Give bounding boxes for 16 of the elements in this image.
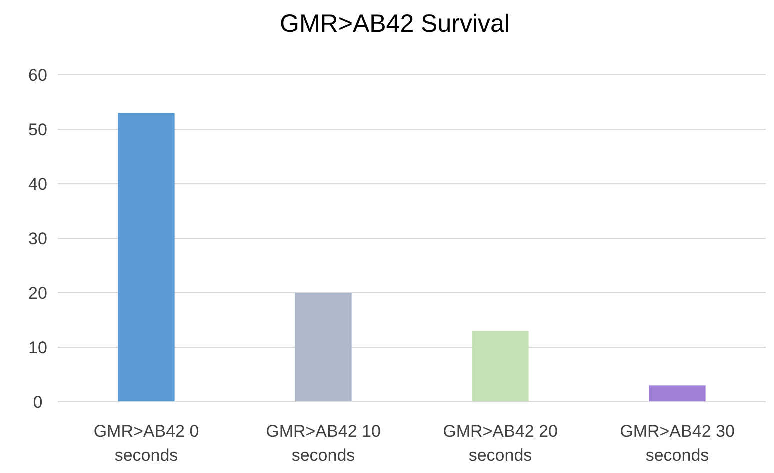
y-tick-label: 50 — [28, 120, 48, 140]
bar — [118, 113, 175, 402]
x-tick-label: GMR>AB42 20 seconds — [443, 422, 558, 465]
x-tick-label: GMR>AB42 10 seconds — [266, 422, 381, 465]
y-tick-label: 40 — [28, 174, 48, 194]
y-tick-label: 20 — [28, 284, 48, 303]
bar — [472, 331, 529, 402]
y-tick-label: 30 — [28, 229, 48, 248]
y-tick-label: 10 — [28, 338, 48, 358]
chart-title: GMR>AB42 Survival — [280, 10, 510, 38]
y-tick-label: 60 — [28, 66, 48, 85]
y-tick-label: 0 — [33, 392, 43, 412]
x-tick-label: GMR>AB42 30 seconds — [620, 422, 735, 465]
bar — [295, 293, 352, 402]
x-tick-label: GMR>AB42 0 seconds — [94, 422, 200, 465]
bar — [649, 386, 706, 402]
